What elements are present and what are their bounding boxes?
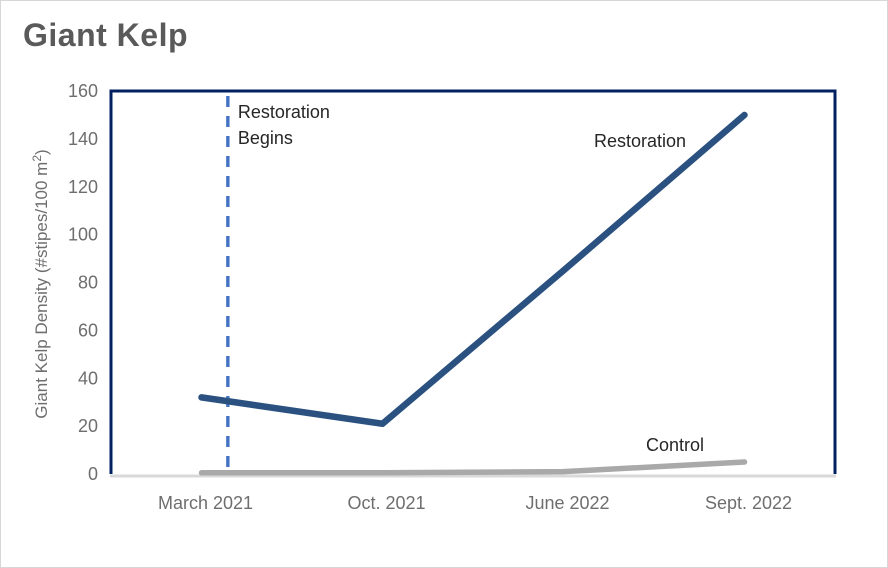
y-tick-label: 140 — [68, 129, 98, 149]
restoration-begins-label: Restoration Begins — [238, 102, 330, 148]
series-label-restoration: Restoration — [594, 131, 686, 151]
x-tick-label: March 2021 — [158, 493, 253, 513]
series-line-control — [198, 459, 748, 476]
y-tick-label: 100 — [68, 225, 98, 245]
y-axis-title: Giant Kelp Density (#stipes/100 m2) — [30, 149, 51, 418]
y-tick-label: 80 — [78, 273, 98, 293]
series-line-restoration — [198, 111, 748, 427]
x-tick-label: Oct. 2021 — [347, 493, 425, 513]
y-tick-label: 0 — [88, 464, 98, 484]
y-tick-label: 60 — [78, 320, 98, 340]
plot-frame — [109, 89, 837, 474]
chart-title: Giant Kelp — [23, 17, 189, 53]
x-tick-label: June 2022 — [525, 493, 609, 513]
series-label-control: Control — [646, 435, 704, 455]
y-tick-label: 40 — [78, 368, 98, 388]
y-tick-label: 160 — [68, 81, 98, 101]
x-tick-label: Sept. 2022 — [705, 493, 792, 513]
y-tick-label: 120 — [68, 177, 98, 197]
y-tick-label: 20 — [78, 416, 98, 436]
